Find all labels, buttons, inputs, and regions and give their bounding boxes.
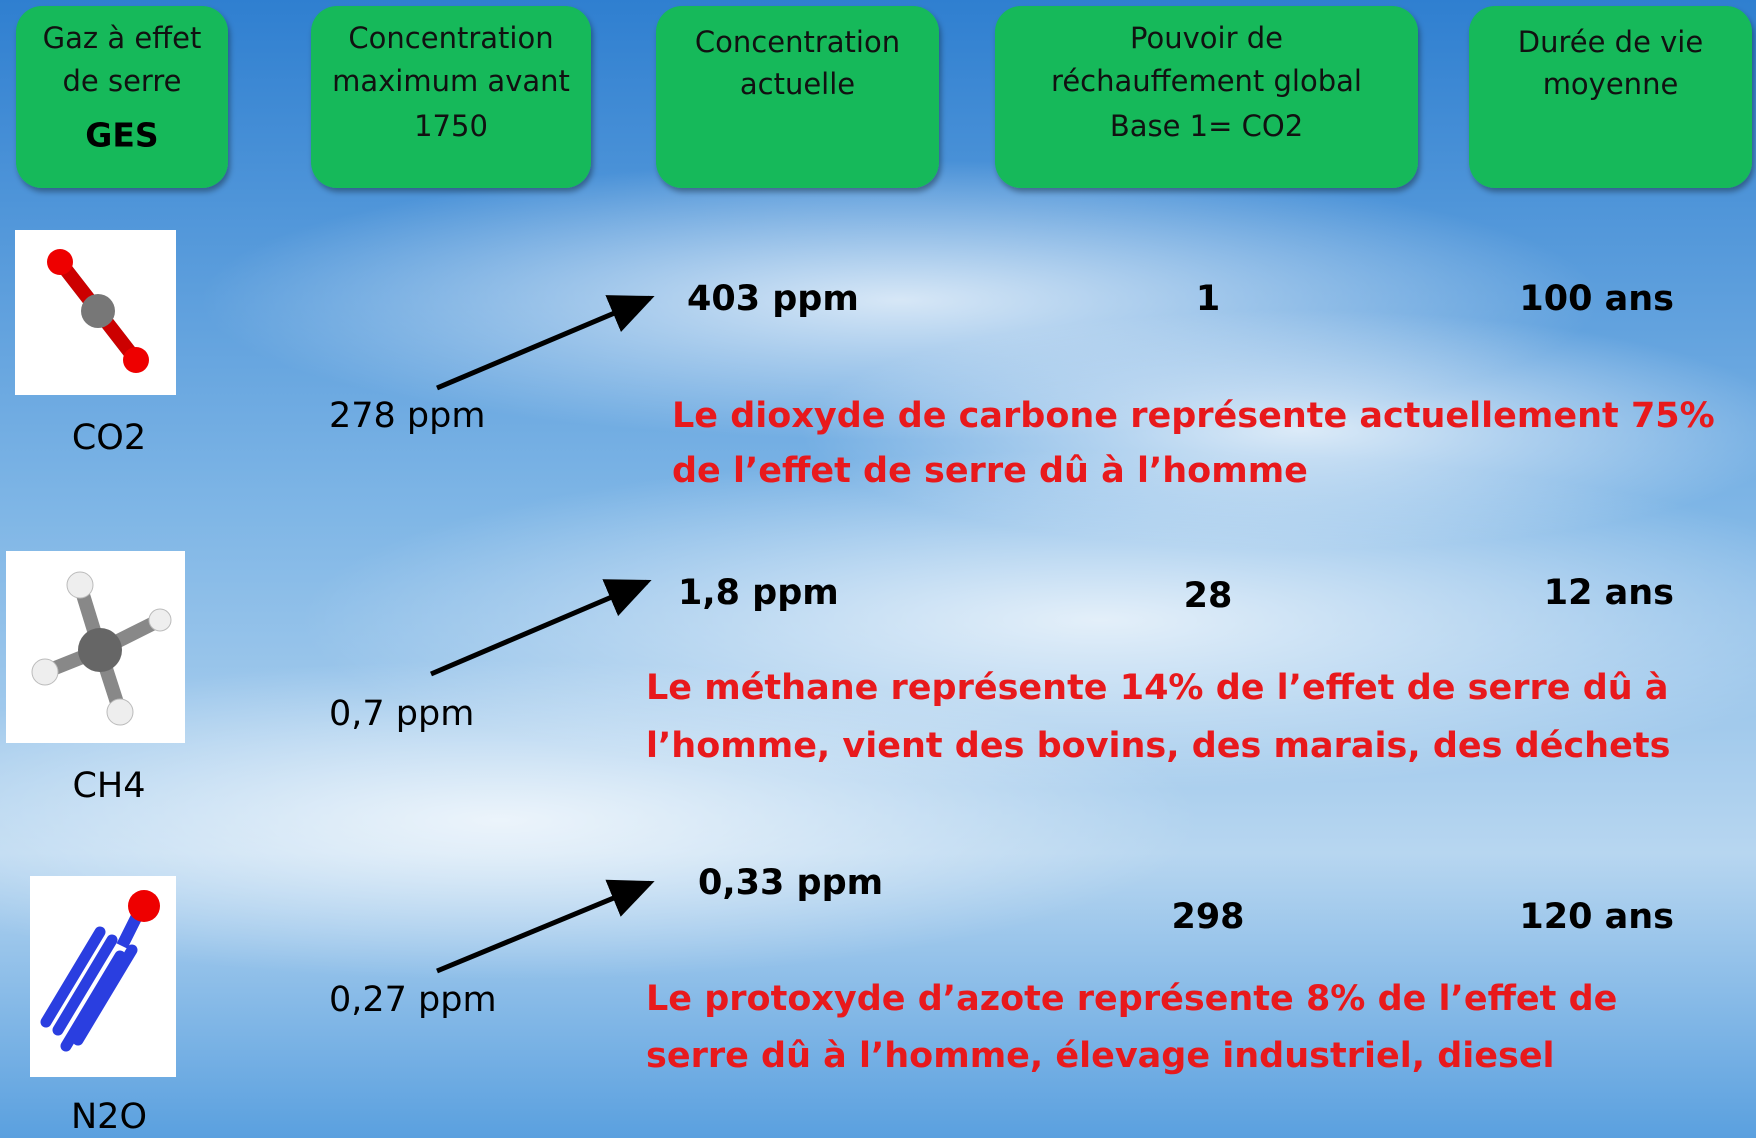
note-line: Le méthane représente 14% de l’effet de … [646,668,1668,708]
page: {"headers": [ ["Gaz à effet", "de serre"… [0,0,1756,1138]
note-line: de l’effet de serre dû à l’homme [672,451,1308,491]
header-text: maximum avant [332,64,570,98]
note-line: serre dû à l’homme, élevage industriel, … [646,1036,1555,1076]
header-text: Gaz à effet [43,21,202,55]
header-text: GES [85,116,158,155]
header-text: réchauffement global [1051,64,1362,98]
header-text: Concentration [348,21,553,55]
slide: Gaz à effet de serre GES Concentration maxim… [0,0,1756,1138]
header-text: Concentration [695,25,900,59]
concentration-before: 278 ppm [329,396,485,436]
gas-name: N2O [71,1097,147,1137]
header-text: Durée de vie [1518,25,1703,59]
gas-name: CH4 [72,766,145,806]
lifetime: 12 ans [1544,573,1674,613]
header-text: 1750 [414,109,488,143]
note-line: l’homme, vient des bovins, des marais, d… [646,726,1670,766]
warming-potential: 1 [1196,279,1220,319]
note-line: Le dioxyde de carbone représente actuell… [672,396,1715,436]
warming-potential: 28 [1184,576,1233,616]
co2-molecule [15,230,176,395]
concentration-before: 0,27 ppm [329,980,497,1020]
concentration-before: 0,7 ppm [329,694,474,734]
warming-potential: 298 [1171,897,1244,937]
concentration-current: 0,33 ppm [698,863,883,903]
lifetime: 120 ans [1519,897,1674,937]
concentration-current: 1,8 ppm [678,573,839,613]
concentration-current: 403 ppm [687,279,859,319]
lifetime: 100 ans [1519,279,1674,319]
header-text: Pouvoir de [1130,21,1283,55]
header-text: Base 1= CO2 [1110,109,1303,143]
header-text: moyenne [1543,67,1679,101]
gas-name: CO2 [72,418,146,458]
header-text: de serre [63,64,182,98]
ch4-molecule [6,551,185,743]
note-line: Le protoxyde d’azote représente 8% de l’… [646,979,1617,1019]
header-text: actuelle [740,67,855,101]
n2o-molecule [30,876,176,1077]
